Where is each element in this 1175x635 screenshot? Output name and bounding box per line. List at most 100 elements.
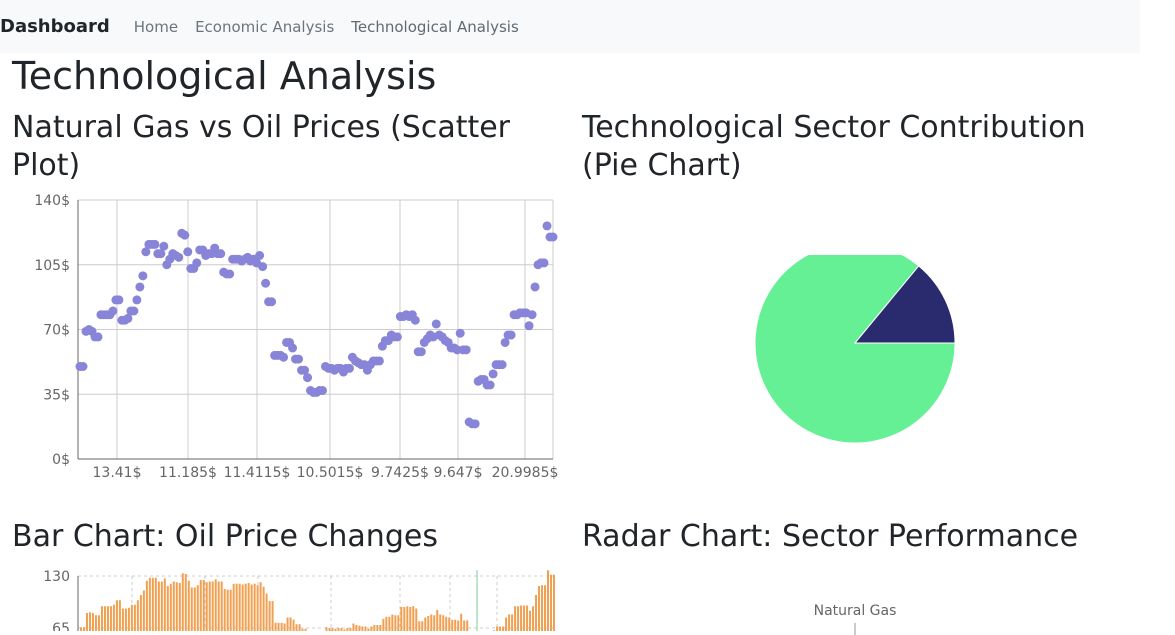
nav-link-economic-analysis[interactable]: Economic Analysis [195, 17, 335, 36]
bar [124, 608, 127, 631]
bar [382, 619, 385, 631]
scatter-point [156, 249, 166, 259]
y-tick-label: 65 [52, 621, 70, 631]
bar [508, 614, 511, 631]
bar [295, 624, 298, 631]
pie-slice [754, 255, 956, 444]
bar [175, 582, 178, 631]
bar [100, 606, 103, 631]
scatter-point [78, 362, 88, 371]
y-tick-label: 70$ [43, 323, 70, 339]
bar [343, 629, 346, 631]
scatter-point [183, 247, 193, 257]
bar [544, 585, 547, 631]
bar [397, 615, 400, 631]
bar [466, 620, 469, 631]
bar [463, 620, 466, 631]
bar [202, 580, 205, 631]
bar [220, 581, 223, 631]
scatter-point [344, 363, 354, 373]
x-tick-label: 9.647$ [434, 465, 483, 481]
bar [331, 628, 334, 631]
x-tick-label: 20.9985$ [492, 465, 559, 481]
bar [454, 619, 457, 631]
bar [139, 595, 142, 631]
bar [184, 574, 187, 631]
bar [355, 625, 358, 631]
bar [163, 578, 166, 631]
bar [274, 622, 277, 631]
scatter-point [410, 315, 420, 325]
bar [517, 606, 520, 631]
scatter-chart-title: Natural Gas vs Oil Prices (Scatter Plot) [12, 110, 511, 183]
scatter-point [539, 258, 549, 268]
scatter-point [317, 386, 327, 396]
bar [349, 628, 352, 631]
scatter-point [300, 365, 310, 375]
scatter-point [506, 330, 516, 340]
bar [91, 613, 94, 631]
bar [208, 581, 211, 631]
bar [109, 606, 112, 631]
brand-link[interactable]: Dashboard [0, 16, 110, 37]
bar [505, 617, 508, 631]
bar [328, 628, 331, 631]
scatter-point [123, 313, 133, 323]
bar [241, 584, 244, 631]
bar [514, 606, 517, 631]
bar [298, 624, 301, 631]
scatter-point [267, 297, 277, 307]
pie-slice [853, 265, 956, 344]
scatter-point [180, 230, 190, 240]
bar [217, 581, 220, 631]
bar [283, 623, 286, 631]
bar [253, 583, 256, 631]
bar [145, 580, 148, 631]
bar [106, 606, 109, 631]
bar [130, 604, 133, 631]
bar [394, 615, 397, 631]
bar [136, 600, 139, 631]
scatter-point [261, 278, 271, 288]
bar [262, 586, 265, 631]
bar [361, 626, 364, 631]
y-tick-label: 105$ [34, 258, 70, 274]
scatter-point [132, 295, 142, 305]
bar [157, 581, 160, 631]
nav-link-home[interactable]: Home [133, 17, 179, 36]
bar [154, 577, 157, 631]
bar [121, 608, 124, 631]
bar [376, 625, 379, 631]
bar [265, 593, 268, 631]
bar [412, 606, 415, 631]
scatter-point [114, 295, 124, 305]
bar [541, 585, 544, 631]
scatter-point [216, 249, 226, 259]
scatter-point [174, 252, 184, 262]
scatter-point [303, 373, 313, 383]
bar [430, 614, 433, 631]
bar [445, 616, 448, 631]
scatter-point [108, 306, 118, 316]
bar [529, 610, 532, 631]
bar [205, 582, 208, 631]
bar [190, 587, 193, 631]
bar [82, 627, 85, 631]
x-tick-label: 11.185$ [159, 465, 217, 481]
bar [289, 617, 292, 631]
scatter-point [192, 258, 202, 268]
bar [418, 621, 421, 631]
bar [400, 607, 403, 631]
bar [334, 628, 337, 631]
bar [523, 605, 526, 631]
bar [229, 589, 232, 631]
bar [271, 601, 274, 631]
bar [259, 582, 262, 631]
bar [148, 577, 151, 631]
bar [88, 612, 91, 631]
bar [247, 583, 250, 631]
nav-link-technological-analysis[interactable]: Technological Analysis [351, 17, 519, 36]
x-tick-label: 9.7425$ [371, 465, 429, 481]
bar [460, 613, 463, 631]
bar [196, 585, 199, 631]
